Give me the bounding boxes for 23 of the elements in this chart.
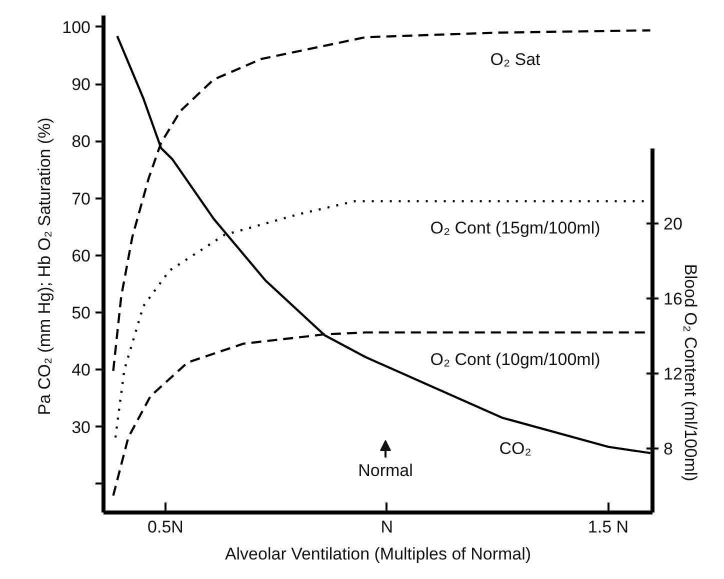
- y-tick-label: 30: [72, 418, 91, 437]
- y-tick-label: 50: [72, 304, 91, 323]
- y-tick-label: 80: [72, 132, 91, 152]
- y2-axis-title: Blood O₂ Content (ml/100ml): [680, 264, 700, 482]
- annotation: Normal: [358, 461, 413, 480]
- y2-tick-label: 20: [664, 214, 682, 234]
- y-tick-label: 100: [62, 18, 91, 37]
- y2-tick-label: 16: [664, 290, 682, 309]
- x-tick-label: N: [380, 518, 393, 536]
- x-tick-label: 1.5 N: [588, 518, 629, 536]
- y-tick-label: 70: [72, 189, 91, 208]
- y-tick-label: 90: [72, 75, 91, 94]
- y2-tick-label: 12: [664, 364, 682, 384]
- y2-tick-label: 8: [664, 440, 673, 459]
- series-label: O₂ Cont (15gm/100ml): [430, 218, 600, 238]
- y-axis-title: Pa CO₂ (mm Hg); Hb O₂ Saturation (%): [35, 118, 54, 416]
- series-label: O₂ Cont (10gm/100ml): [430, 350, 600, 369]
- y-tick-label: 40: [72, 360, 91, 380]
- y-tick-label: 60: [72, 246, 91, 266]
- series-label: O₂ Sat: [490, 50, 541, 69]
- x-tick-label: 0.5N: [148, 518, 184, 536]
- series-label: CO₂: [499, 438, 532, 458]
- x-axis-title: Alveolar Ventilation (Multiples of Normal): [224, 544, 532, 564]
